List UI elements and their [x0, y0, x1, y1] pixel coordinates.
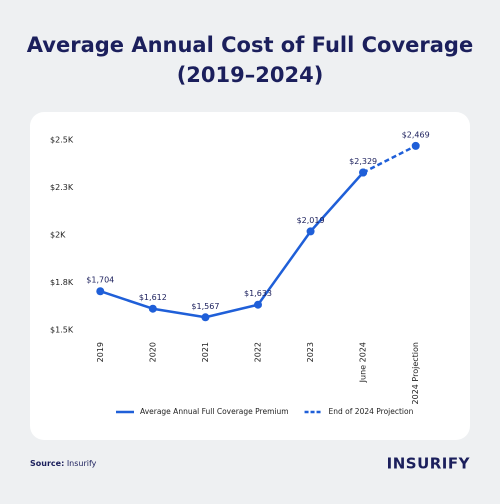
legend-label: End of 2024 Projection [329, 407, 414, 416]
x-tick-label: 2020 [148, 342, 157, 362]
logo: INSURIFY [387, 455, 471, 473]
point [359, 168, 368, 177]
point [96, 287, 105, 296]
point [306, 227, 315, 236]
chart-title: (2019–2024) [177, 63, 324, 87]
source-name: Insurify [67, 459, 97, 468]
source-label: Source: [30, 459, 64, 468]
y-tick-label: $1.5K [50, 326, 74, 335]
y-tick-label: $2.5K [50, 136, 74, 145]
line [362, 144, 417, 174]
data-label: $2,329 [349, 157, 377, 166]
data-label: $2,469 [402, 130, 430, 139]
chart-title: Average Annual Cost of Full Coverage [27, 33, 473, 57]
data-label: $2,019 [297, 216, 325, 225]
point [201, 313, 210, 322]
x-tick-label: 2021 [201, 342, 210, 362]
source: Source: Insurify [30, 459, 97, 468]
x-tick-label: June 2024 [359, 342, 368, 383]
x-tick-label: 2023 [306, 342, 315, 362]
y-tick-label: $1.8K [50, 278, 74, 287]
x-tick-label: 2024 Projection [411, 342, 420, 404]
data-label: $1,704 [86, 276, 114, 285]
point [148, 304, 157, 313]
x-tick-label: 2022 [254, 342, 263, 362]
x-tick-label: 2019 [96, 342, 105, 362]
card [30, 112, 470, 440]
legend-label: Average Annual Full Coverage Premium [140, 407, 289, 416]
point [254, 300, 262, 309]
line [99, 171, 365, 319]
y-tick-label: $2.3K [50, 183, 74, 192]
y-tick-label: $2K [50, 231, 66, 240]
data-label: $1,567 [191, 302, 219, 311]
data-label: $1,633 [244, 289, 272, 298]
data-label: $1,612 [139, 293, 167, 302]
point [411, 141, 420, 150]
